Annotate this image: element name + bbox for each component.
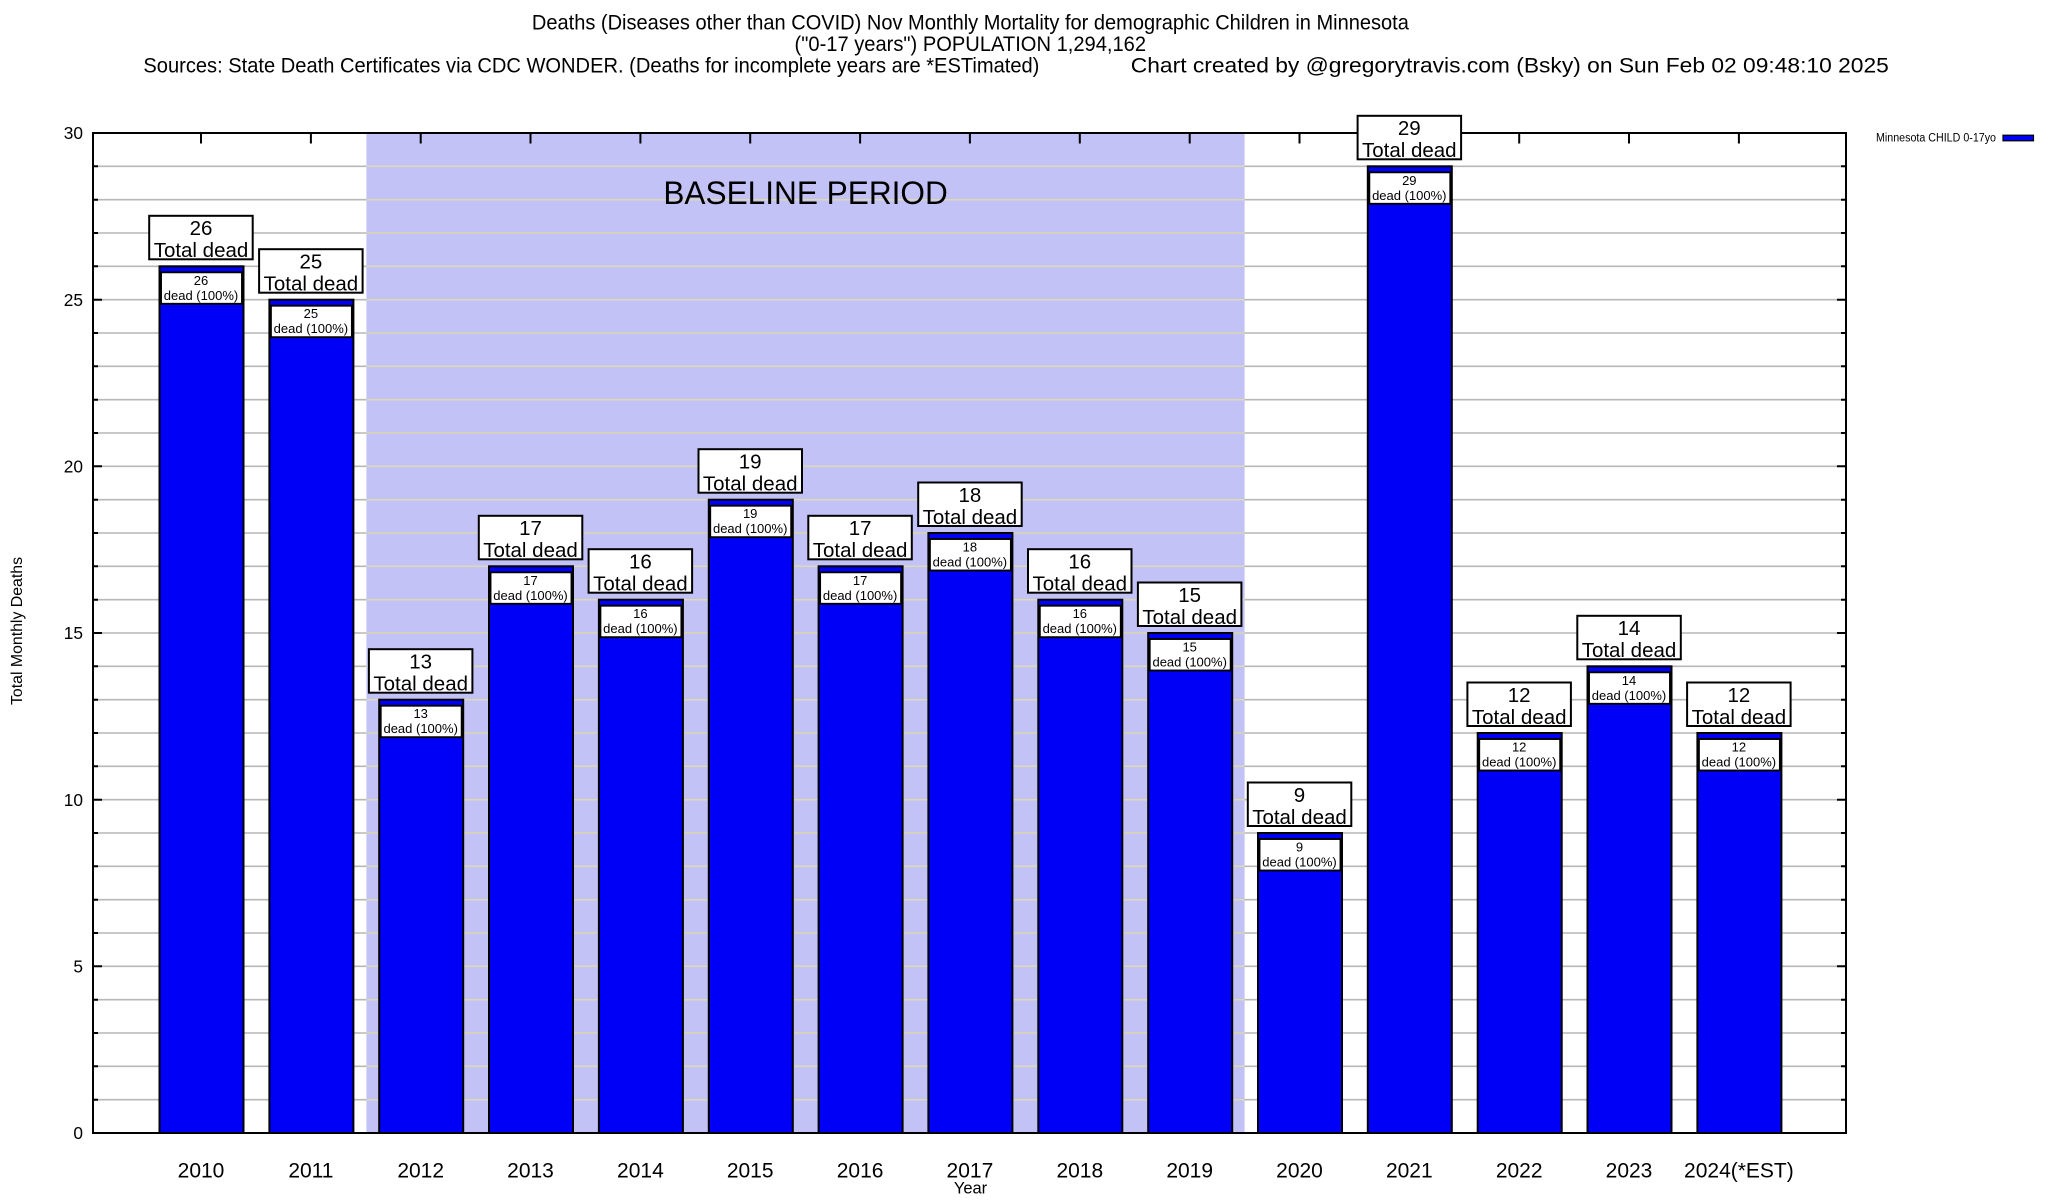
svg-text:5: 5 — [73, 956, 83, 976]
svg-text:dead (100%): dead (100%) — [1702, 755, 1776, 770]
svg-text:Total dead: Total dead — [154, 239, 249, 262]
svg-text:dead (100%): dead (100%) — [823, 588, 897, 603]
svg-text:Total dead: Total dead — [1692, 706, 1787, 729]
svg-text:25: 25 — [304, 306, 318, 321]
svg-text:Total dead: Total dead — [483, 539, 578, 562]
svg-text:16: 16 — [1068, 551, 1091, 574]
svg-text:Deaths (Diseases other than CO: Deaths (Diseases other than COVID) Nov M… — [532, 12, 1409, 35]
svg-text:dead (100%): dead (100%) — [1262, 855, 1336, 870]
svg-text:Total dead: Total dead — [1582, 639, 1677, 662]
svg-text:Total dead: Total dead — [813, 539, 908, 562]
svg-text:13: 13 — [413, 706, 427, 721]
svg-text:Total dead: Total dead — [373, 673, 468, 696]
svg-text:Total dead: Total dead — [1472, 706, 1567, 729]
svg-text:10: 10 — [64, 790, 83, 810]
svg-text:25: 25 — [299, 251, 322, 274]
svg-text:19: 19 — [739, 451, 762, 474]
svg-text:0: 0 — [73, 1123, 83, 1143]
svg-text:16: 16 — [629, 551, 652, 574]
svg-text:9: 9 — [1294, 784, 1305, 807]
svg-text:dead (100%): dead (100%) — [713, 521, 787, 536]
svg-text:dead (100%): dead (100%) — [1372, 188, 1446, 203]
svg-text:15: 15 — [64, 623, 83, 643]
svg-text:2015: 2015 — [727, 1160, 774, 1183]
svg-text:12: 12 — [1732, 740, 1746, 755]
svg-text:18: 18 — [963, 540, 977, 555]
svg-text:30: 30 — [64, 123, 83, 143]
svg-text:12: 12 — [1512, 740, 1526, 755]
svg-text:2022: 2022 — [1496, 1160, 1543, 1183]
svg-text:2020: 2020 — [1276, 1160, 1323, 1183]
svg-text:26: 26 — [190, 217, 213, 240]
svg-text:2021: 2021 — [1386, 1160, 1433, 1183]
svg-text:26: 26 — [194, 273, 208, 288]
svg-text:17: 17 — [519, 517, 542, 540]
svg-text:dead (100%): dead (100%) — [493, 588, 567, 603]
svg-text:12: 12 — [1727, 684, 1750, 707]
svg-text:Total dead: Total dead — [1362, 139, 1457, 162]
svg-text:29: 29 — [1402, 173, 1416, 188]
svg-text:2014: 2014 — [617, 1160, 664, 1183]
svg-text:2010: 2010 — [178, 1160, 225, 1183]
svg-text:2018: 2018 — [1056, 1160, 1103, 1183]
svg-text:14: 14 — [1618, 617, 1641, 640]
svg-text:dead (100%): dead (100%) — [164, 288, 238, 303]
svg-text:2012: 2012 — [397, 1160, 444, 1183]
svg-text:2019: 2019 — [1166, 1160, 1213, 1183]
svg-text:Total dead: Total dead — [593, 573, 688, 596]
svg-text:29: 29 — [1398, 117, 1421, 140]
svg-text:14: 14 — [1622, 673, 1636, 688]
svg-text:Minnesota CHILD 0-17yo: Minnesota CHILD 0-17yo — [1876, 133, 1996, 145]
svg-text:BASELINE PERIOD: BASELINE PERIOD — [663, 175, 948, 211]
svg-text:15: 15 — [1178, 584, 1201, 607]
svg-text:2016: 2016 — [837, 1160, 884, 1183]
svg-text:dead (100%): dead (100%) — [1482, 755, 1556, 770]
svg-text:12: 12 — [1508, 684, 1531, 707]
svg-text:dead (100%): dead (100%) — [1043, 621, 1117, 636]
svg-text:2024(*EST): 2024(*EST) — [1684, 1160, 1794, 1183]
svg-text:Chart created by @gregorytravi: Chart created by @gregorytravis.com (Bsk… — [1131, 55, 1889, 78]
svg-text:Sources: State Death Certifica: Sources: State Death Certificates via CD… — [143, 55, 1039, 78]
svg-text:17: 17 — [523, 573, 537, 588]
svg-text:18: 18 — [958, 484, 981, 507]
svg-text:Total dead: Total dead — [923, 506, 1018, 529]
svg-text:Total dead: Total dead — [703, 473, 798, 496]
svg-text:16: 16 — [1073, 606, 1087, 621]
svg-text:Total dead: Total dead — [1032, 573, 1127, 596]
svg-text:9: 9 — [1296, 840, 1303, 855]
svg-text:20: 20 — [64, 456, 83, 476]
svg-text:dead (100%): dead (100%) — [933, 555, 1007, 570]
svg-text:2011: 2011 — [288, 1160, 333, 1183]
svg-text:("0-17 years") POPULATION 1,29: ("0-17 years") POPULATION 1,294,162 — [795, 33, 1147, 56]
svg-text:2017: 2017 — [947, 1160, 994, 1183]
svg-text:17: 17 — [849, 517, 872, 540]
svg-text:Total dead: Total dead — [1142, 606, 1237, 629]
svg-text:16: 16 — [633, 606, 647, 621]
svg-text:Total Monthly Deaths: Total Monthly Deaths — [9, 557, 26, 705]
svg-text:Year: Year — [954, 1180, 988, 1198]
svg-text:dead (100%): dead (100%) — [383, 721, 457, 736]
svg-text:Total dead: Total dead — [1252, 806, 1347, 829]
svg-text:13: 13 — [409, 651, 432, 674]
svg-text:dead (100%): dead (100%) — [1152, 655, 1226, 670]
svg-text:25: 25 — [64, 290, 83, 310]
svg-text:2013: 2013 — [507, 1160, 554, 1183]
svg-text:dead (100%): dead (100%) — [603, 621, 677, 636]
svg-text:Total dead: Total dead — [264, 273, 359, 296]
svg-text:2023: 2023 — [1606, 1160, 1653, 1183]
svg-text:dead (100%): dead (100%) — [1592, 688, 1666, 703]
svg-text:dead (100%): dead (100%) — [274, 321, 348, 336]
svg-text:15: 15 — [1182, 640, 1196, 655]
svg-text:17: 17 — [853, 573, 867, 588]
svg-text:19: 19 — [743, 506, 757, 521]
